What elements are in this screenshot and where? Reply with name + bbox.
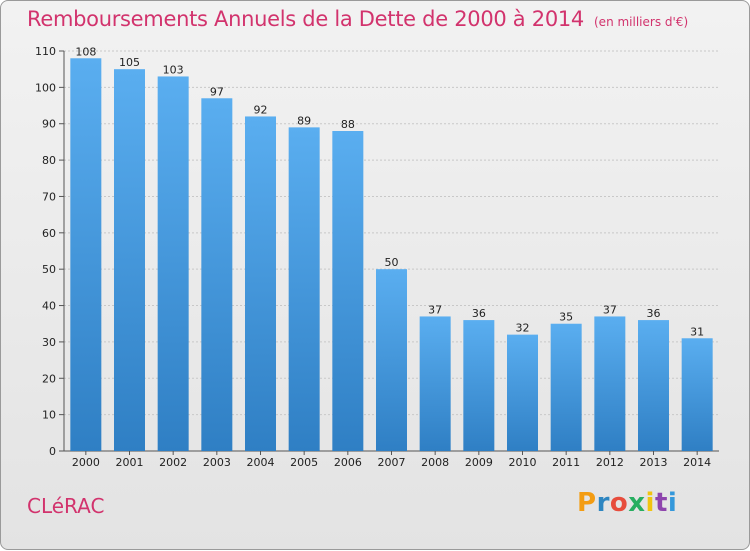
- x-tick-label-2012: 2012: [596, 456, 624, 469]
- value-label-2007: 50: [385, 256, 399, 269]
- value-label-2010: 32: [516, 322, 530, 335]
- bar-2013: [638, 320, 669, 451]
- x-tick-label-2004: 2004: [247, 456, 275, 469]
- labels: 0 10 20 30 40 50 60 70 80 90 100 110 108 2000 105 2001 1…: [35, 45, 711, 469]
- y-tick-label: 60: [42, 227, 56, 240]
- bar-2011: [550, 323, 582, 451]
- bar-2003: [201, 98, 233, 451]
- x-tick-label-2009: 2009: [465, 456, 493, 469]
- bar-2007: [376, 269, 407, 451]
- bar-2000: [70, 58, 102, 451]
- bar-2001: [114, 69, 145, 451]
- value-label-2013: 36: [647, 307, 661, 320]
- y-tick-label: 110: [35, 45, 56, 58]
- bars: [70, 58, 713, 452]
- x-tick-label-2002: 2002: [159, 456, 187, 469]
- y-tick-label: 90: [42, 118, 56, 131]
- y-tick-label: 80: [42, 154, 56, 167]
- value-label-2005: 89: [297, 114, 311, 127]
- bar-2008: [419, 316, 451, 451]
- value-label-2006: 88: [341, 118, 355, 131]
- y-tick-label: 20: [42, 372, 56, 385]
- logo-letter: r: [596, 488, 610, 518]
- y-tick-label: 0: [49, 445, 56, 458]
- y-tick-label: 100: [35, 81, 56, 94]
- y-tick-label: 30: [42, 336, 56, 349]
- value-label-2011: 35: [559, 311, 573, 324]
- y-tick-label: 70: [42, 190, 56, 203]
- value-label-2000: 108: [75, 45, 96, 58]
- x-tick-label-2001: 2001: [116, 456, 144, 469]
- logo-letter: i: [667, 488, 678, 518]
- bar-2012: [594, 316, 626, 451]
- value-label-2004: 92: [254, 103, 268, 116]
- proxiti-logo[interactable]: Proxiti: [577, 488, 677, 518]
- chart-unit: (en milliers d'€): [594, 15, 689, 29]
- value-label-2014: 31: [690, 325, 704, 338]
- bar-2009: [463, 320, 495, 451]
- logo-letter: t: [654, 488, 668, 518]
- logo-letter: o: [609, 488, 629, 518]
- x-tick-label-2013: 2013: [640, 456, 668, 469]
- x-tick-label-2000: 2000: [72, 456, 100, 469]
- x-tick-label-2008: 2008: [421, 456, 449, 469]
- bar-2004: [245, 116, 276, 452]
- bar-2005: [288, 127, 320, 451]
- x-tick-label-2005: 2005: [290, 456, 318, 469]
- bar-2010: [507, 334, 538, 451]
- logo-letter: P: [577, 488, 597, 518]
- y-tick-label: 10: [42, 409, 56, 422]
- value-label-2009: 36: [472, 307, 486, 320]
- value-label-2003: 97: [210, 85, 224, 98]
- bar-2002: [157, 76, 189, 452]
- commune-name: CLéRAC: [27, 494, 105, 518]
- bar-2014: [681, 338, 713, 451]
- value-label-2012: 37: [603, 303, 617, 316]
- chart-title: Remboursements Annuels de la Dette de 20…: [27, 7, 688, 31]
- logo-letter: x: [628, 488, 646, 518]
- x-tick-label-2011: 2011: [552, 456, 580, 469]
- x-tick-label-2010: 2010: [509, 456, 537, 469]
- chart-title-text: Remboursements Annuels de la Dette de 20…: [27, 7, 584, 31]
- value-label-2001: 105: [119, 56, 140, 69]
- x-tick-label-2003: 2003: [203, 456, 231, 469]
- y-tick-label: 40: [42, 300, 56, 313]
- value-label-2002: 103: [163, 63, 184, 76]
- logo-letter: i: [645, 488, 655, 518]
- value-label-2008: 37: [428, 303, 442, 316]
- bar-2006: [332, 131, 364, 451]
- x-tick-label-2007: 2007: [378, 456, 406, 469]
- y-tick-label: 50: [42, 263, 56, 276]
- x-tick-label-2006: 2006: [334, 456, 362, 469]
- x-tick-label-2014: 2014: [683, 456, 711, 469]
